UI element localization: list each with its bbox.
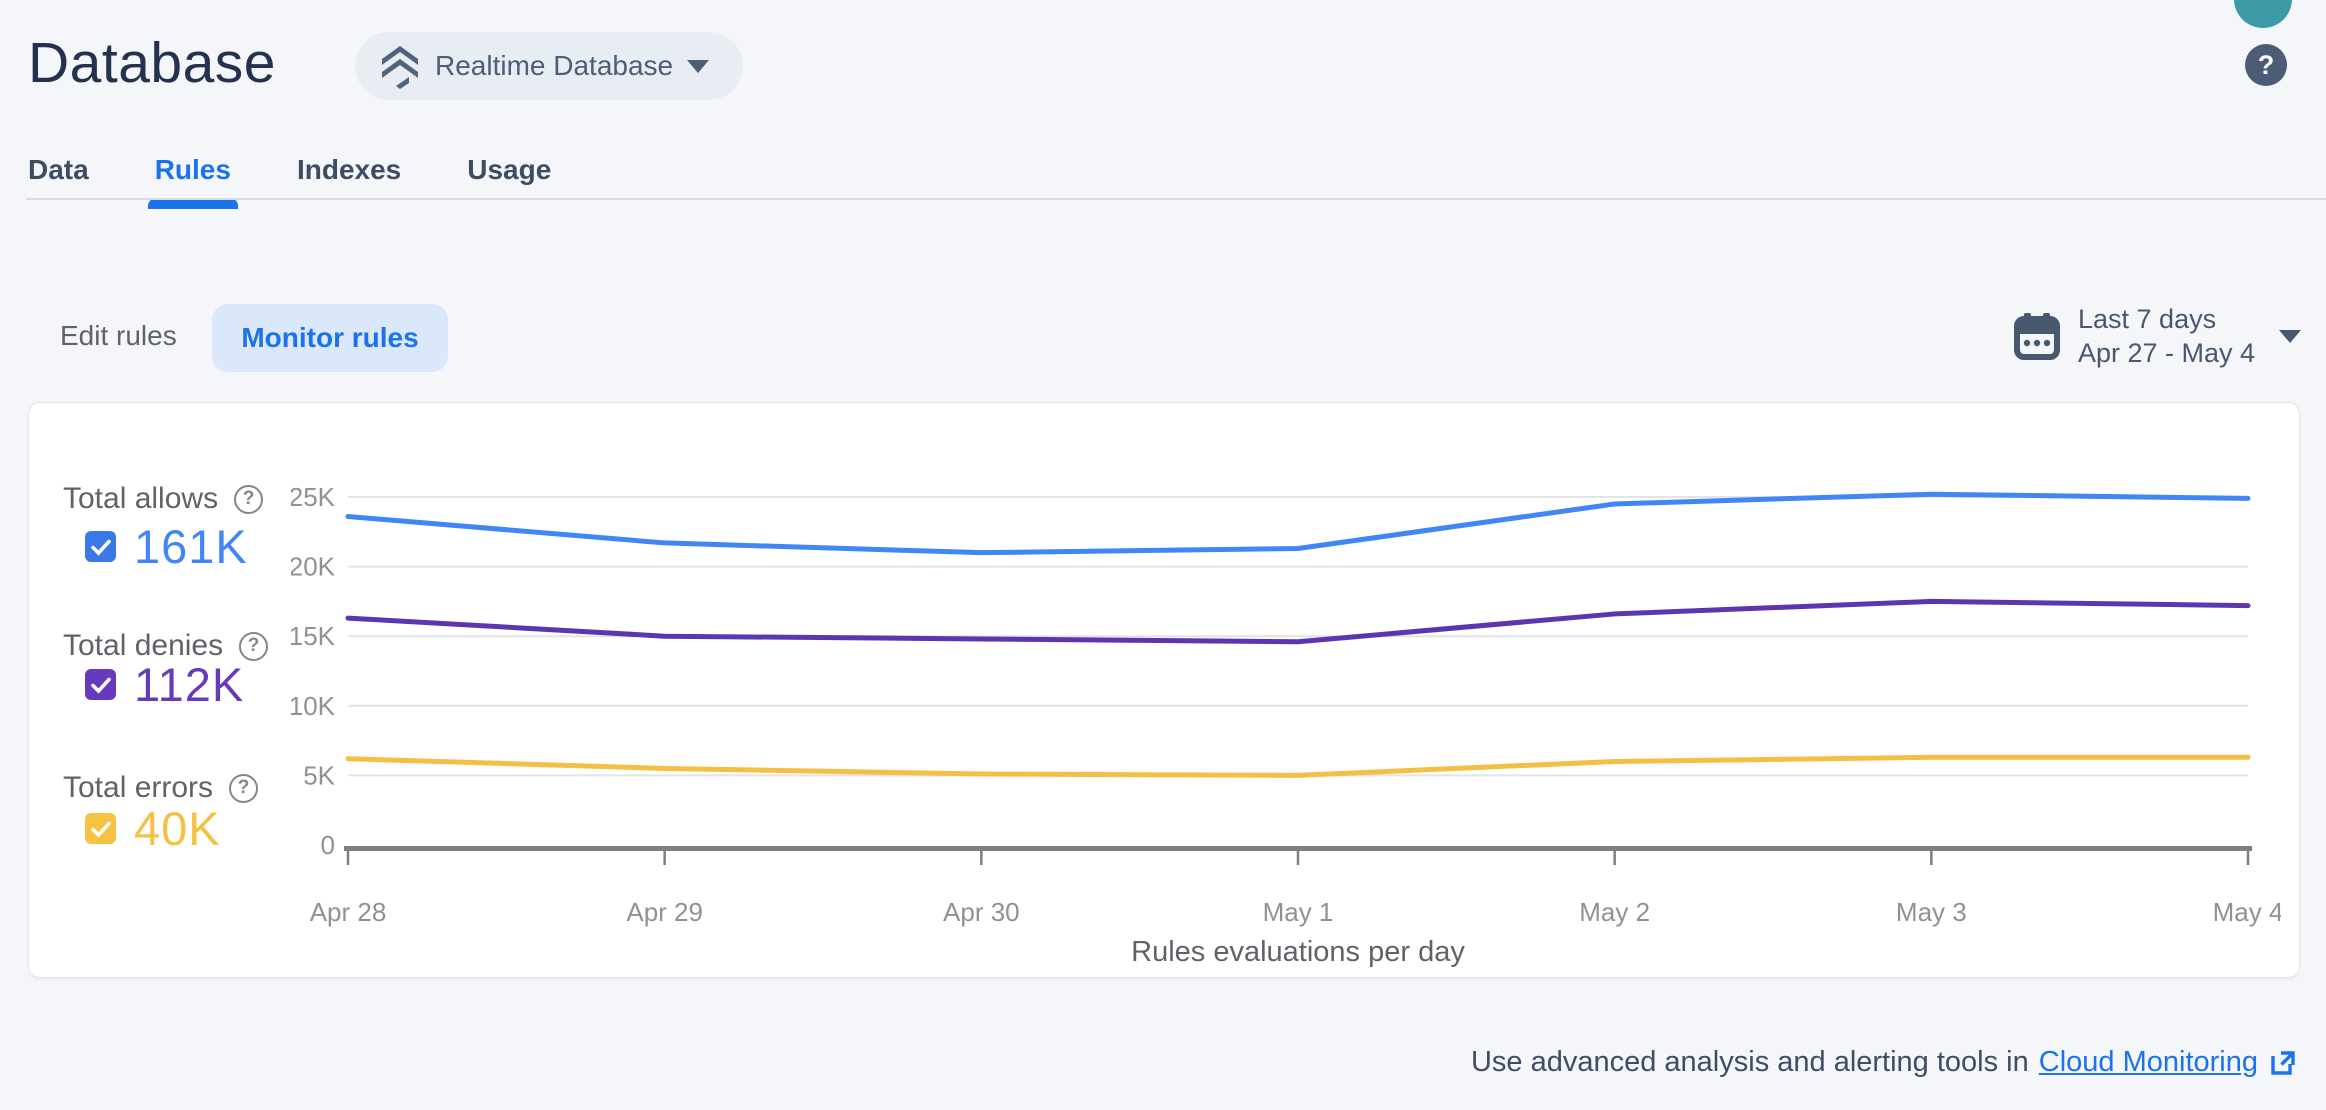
calendar-icon bbox=[2014, 312, 2060, 360]
checkmark-icon bbox=[89, 817, 113, 841]
svg-text:Rules evaluations per day: Rules evaluations per day bbox=[1131, 936, 1465, 968]
page-title: Database bbox=[28, 31, 277, 95]
checkmark-icon bbox=[89, 535, 113, 559]
product-selector-dropdown[interactable]: Realtime Database bbox=[355, 32, 744, 100]
footer-text: Use advanced analysis and alerting tools… bbox=[1470, 1046, 2029, 1078]
svg-text:May 2: May 2 bbox=[1579, 897, 1650, 927]
product-selector-label: Realtime Database bbox=[435, 50, 674, 81]
total-denies-checkbox[interactable] bbox=[85, 669, 116, 700]
svg-text:25K: 25K bbox=[291, 482, 336, 512]
date-range-selector[interactable]: Last 7 days Apr 27 - May 4 bbox=[2014, 296, 2302, 376]
legend-total-errors: Total errors ? bbox=[63, 771, 259, 805]
question-mark-icon: ? bbox=[2257, 49, 2275, 80]
external-link-icon bbox=[2268, 1048, 2298, 1078]
edit-rules-button[interactable]: Edit rules bbox=[60, 320, 177, 351]
total-allows-label: Total allows bbox=[63, 482, 219, 515]
svg-text:May 1: May 1 bbox=[1263, 897, 1334, 927]
tab-data[interactable]: Data bbox=[28, 146, 89, 206]
realtime-database-icon bbox=[379, 43, 421, 89]
date-range-dates: Apr 27 - May 4 bbox=[2078, 338, 2256, 368]
total-allows-value: 161K bbox=[134, 520, 248, 573]
total-allows-checkbox[interactable] bbox=[85, 531, 116, 562]
user-avatar[interactable] bbox=[2234, 0, 2292, 28]
cloud-monitoring-link[interactable]: Cloud Monitoring bbox=[2039, 1046, 2298, 1079]
tab-usage[interactable]: Usage bbox=[467, 146, 551, 206]
svg-text:5K: 5K bbox=[303, 760, 335, 790]
help-button[interactable]: ? bbox=[2245, 44, 2287, 86]
total-errors-help-icon[interactable]: ? bbox=[229, 773, 259, 803]
tab-indexes[interactable]: Indexes bbox=[297, 146, 401, 206]
tab-divider bbox=[26, 198, 2326, 200]
legend-total-allows: Total allows ? bbox=[63, 482, 264, 516]
svg-text:10K: 10K bbox=[291, 691, 336, 721]
total-errors-checkbox[interactable] bbox=[85, 813, 116, 844]
checkmark-icon bbox=[89, 673, 113, 697]
chevron-down-icon bbox=[687, 59, 710, 73]
rules-evaluations-line-chart: 0 5K 10K 15K 20K 25K Apr 28 Apr 29 Apr 30 May 1 Ma… bbox=[291, 482, 2281, 968]
total-errors-label: Total errors bbox=[63, 771, 214, 804]
tab-rules[interactable]: Rules bbox=[147, 146, 239, 209]
monitor-rules-button[interactable]: Monitor rules bbox=[212, 304, 448, 372]
footer-note: Use advanced analysis and alerting tools… bbox=[1471, 1046, 2298, 1079]
total-denies-label: Total denies bbox=[63, 629, 224, 662]
svg-text:0: 0 bbox=[321, 830, 335, 860]
svg-text:May 4: May 4 bbox=[2213, 897, 2281, 927]
svg-text:Apr 30: Apr 30 bbox=[943, 897, 1020, 927]
svg-text:20K: 20K bbox=[291, 552, 336, 582]
total-denies-help-icon[interactable]: ? bbox=[239, 631, 269, 661]
chevron-down-icon bbox=[2279, 329, 2302, 343]
total-errors-value: 40K bbox=[134, 802, 221, 855]
monitor-rules-card: Total allows ? 161K Total denies ? 112K … bbox=[28, 402, 2300, 978]
svg-text:May 3: May 3 bbox=[1896, 897, 1967, 927]
svg-text:Apr 28: Apr 28 bbox=[310, 897, 387, 927]
svg-text:Apr 29: Apr 29 bbox=[626, 897, 703, 927]
total-allows-help-icon[interactable]: ? bbox=[234, 484, 264, 514]
svg-text:15K: 15K bbox=[291, 621, 336, 651]
legend-total-denies: Total denies ? bbox=[63, 629, 269, 663]
date-range-preset: Last 7 days bbox=[2078, 304, 2217, 334]
total-denies-value: 112K bbox=[134, 658, 245, 711]
tab-bar: Data Rules Indexes Usage bbox=[0, 138, 2326, 209]
